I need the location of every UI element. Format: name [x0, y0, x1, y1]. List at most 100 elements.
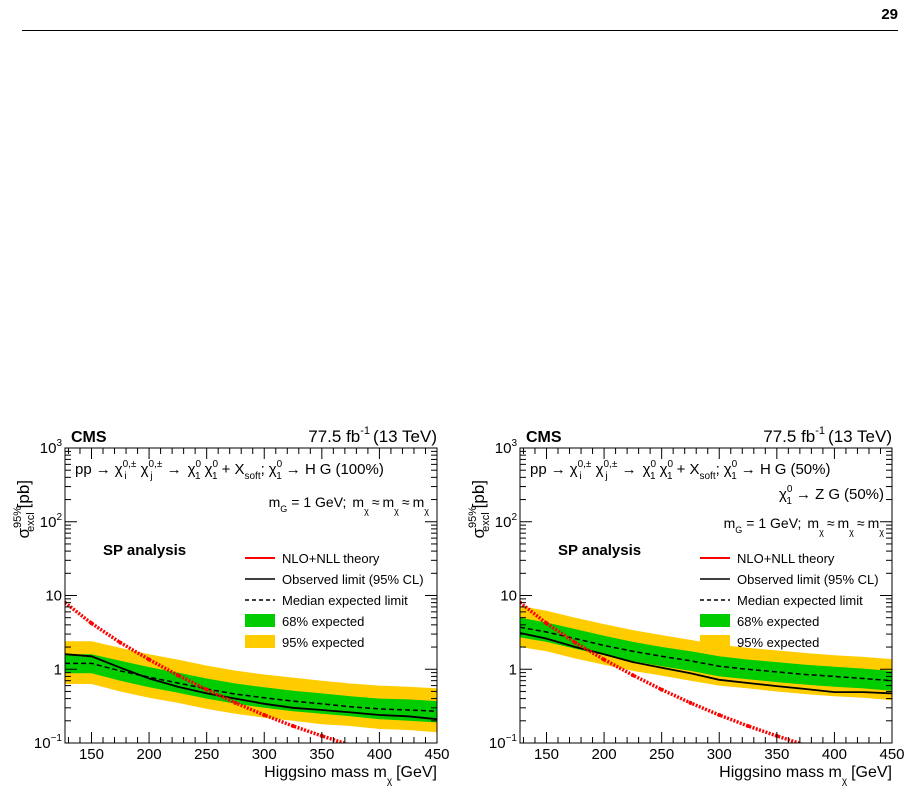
process-part: →: [551, 461, 566, 478]
process-part: χ: [115, 461, 123, 478]
process-part: 0,±: [149, 459, 163, 470]
y-tick-base: 10: [40, 440, 57, 457]
mass-condition-part: = 1 GeV;: [291, 494, 346, 510]
process-part: 0: [195, 459, 201, 470]
y-axis-label: σ95%excl [pb]: [467, 480, 492, 538]
y-tick-exponent: −1: [506, 733, 518, 744]
y-tick-base: 1: [54, 661, 62, 678]
x-label-sub: χ: [842, 776, 848, 787]
second-decay-part: (50%): [844, 486, 884, 503]
theory-point: [688, 700, 693, 705]
mass-condition: mG = 1 GeV; mχ≈ mχ≈ mχ: [269, 494, 430, 516]
process-part: + X: [222, 461, 245, 478]
legend-label-expected: Median expected limit: [282, 593, 408, 608]
process-part: χ: [570, 461, 578, 478]
plot-area: [65, 600, 437, 743]
process-part: →: [622, 461, 637, 478]
y-tick-label: 103: [495, 438, 518, 457]
process-part: pp: [75, 461, 92, 478]
y-label-unit: [pb]: [14, 480, 33, 508]
process-part: 1: [731, 471, 737, 482]
mass-condition-part: m: [352, 494, 364, 510]
band-68-expected: [520, 617, 892, 691]
theory-point: [262, 712, 267, 717]
process-part: → H: [286, 461, 316, 478]
luminosity-energy: (13 TeV): [828, 427, 892, 446]
second-decay-part: χ: [779, 486, 787, 503]
process-part: → H: [741, 461, 771, 478]
y-label-sup: 95%: [467, 506, 479, 528]
y-label-sub: excl: [25, 512, 37, 532]
process-part: →: [96, 461, 111, 478]
theory-point: [717, 712, 722, 717]
legend-swatch-band68: [245, 614, 275, 627]
process-part: →: [167, 461, 182, 478]
y-tick-exponent: 3: [511, 438, 517, 449]
second-decay-part: → Z: [796, 486, 824, 503]
band-68-expected: [65, 654, 437, 723]
x-tick-label: 350: [309, 746, 334, 763]
process-part: 1: [195, 471, 201, 482]
x-tick-label: 350: [764, 746, 789, 763]
y-tick-exponent: 3: [56, 438, 62, 449]
process-part: χ: [269, 461, 277, 478]
y-axis-label: σ95%excl [pb]: [12, 480, 37, 538]
x-tick-label: 200: [592, 746, 617, 763]
y-tick-base: 10: [45, 588, 62, 605]
mass-condition-part: ≈: [372, 494, 380, 510]
process-part: χ: [188, 461, 196, 478]
y-tick-base: 10: [489, 735, 506, 752]
y-tick-exponent: 2: [56, 512, 62, 523]
process-part: 1: [667, 471, 673, 482]
mass-condition-part: χ: [879, 527, 884, 537]
process-part: χ: [596, 461, 604, 478]
theory-point: [89, 621, 94, 626]
process-part: 0,±: [123, 459, 137, 470]
luminosity-exponent: -1: [815, 425, 825, 437]
y-tick-label: 102: [495, 512, 518, 531]
process-part: 0: [667, 459, 673, 470]
cms-label: CMS: [71, 429, 107, 446]
legend-label-observed: Observed limit (95% CL): [282, 572, 424, 587]
y-tick-exponent: −1: [51, 733, 63, 744]
y-tick-exponent: 2: [511, 512, 517, 523]
x-tick-label: 400: [367, 746, 392, 763]
y-tick-label: 10: [500, 588, 517, 605]
luminosity-label: 77.5 fb-1 (13 TeV): [308, 425, 437, 446]
mass-condition-part: G: [280, 504, 287, 514]
luminosity-value: 77.5 fb: [308, 427, 360, 446]
process-part: 0: [277, 459, 283, 470]
mass-condition-part: m: [383, 494, 395, 510]
process-part: G: [775, 461, 787, 478]
mass-condition-part: m: [807, 515, 819, 531]
process-part: soft: [700, 471, 716, 482]
x-axis-label: Higgsino mass mχ[GeV]: [719, 764, 892, 787]
mass-condition-part: χ: [424, 506, 429, 516]
process-part: 1: [212, 471, 218, 482]
process-formula: pp → χ0,± i χ0,± j → χ0 1 χ0 1 + Xsoft; χ0 1 → H G (50%): [530, 459, 830, 482]
mass-condition-part: m: [868, 515, 880, 531]
x-tick-label: 450: [424, 746, 449, 763]
mass-condition-part: χ: [849, 527, 854, 537]
mass-condition: mG = 1 GeV; mχ≈ mχ≈ mχ: [724, 515, 885, 537]
process-part: j: [149, 471, 152, 482]
x-tick-label: 450: [879, 746, 904, 763]
theory-point: [291, 724, 296, 729]
legend-swatch-band95: [700, 635, 730, 648]
y-tick-label: 1: [509, 661, 517, 678]
x-tick-label: 150: [534, 746, 559, 763]
x-tick-label: 250: [649, 746, 674, 763]
page-number: 29: [881, 6, 898, 23]
mass-condition-part: m: [724, 515, 736, 531]
legend-label-theory: NLO+NLL theory: [282, 551, 380, 566]
median-expected-line: [520, 626, 892, 682]
y-tick-label: 102: [40, 512, 63, 531]
process-part: j: [604, 471, 607, 482]
x-label-unit: [GeV]: [851, 764, 892, 781]
second-decay-part: 1: [786, 496, 792, 507]
process-part: ;: [261, 461, 265, 478]
legend-label-band68: 68% expected: [737, 614, 819, 629]
y-label-sigma: σ: [469, 527, 488, 538]
process-part: 0: [650, 459, 656, 470]
